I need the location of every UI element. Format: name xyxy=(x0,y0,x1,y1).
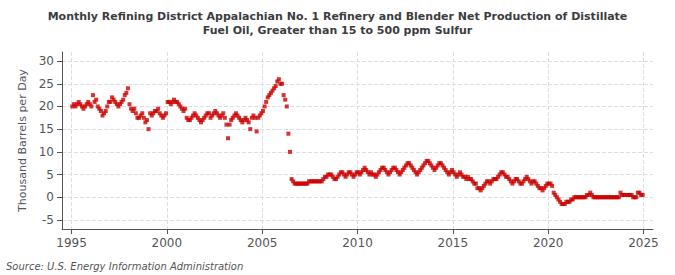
svg-text:2000: 2000 xyxy=(152,236,183,250)
svg-text:20: 20 xyxy=(39,99,54,113)
svg-text:Monthly Refining District Appa: Monthly Refining District Appalachian No… xyxy=(48,10,628,23)
svg-text:25: 25 xyxy=(39,77,54,91)
svg-text:Fuel Oil, Greater than 15 to 5: Fuel Oil, Greater than 15 to 500 ppm Sul… xyxy=(203,24,473,37)
svg-text:15: 15 xyxy=(39,122,54,136)
svg-text:Source: U.S. Energy Informatio: Source: U.S. Energy Information Administ… xyxy=(6,261,243,272)
svg-text:10: 10 xyxy=(39,145,54,159)
svg-text:2015: 2015 xyxy=(438,236,469,250)
svg-text:5: 5 xyxy=(46,168,54,182)
svg-text:2020: 2020 xyxy=(533,236,564,250)
svg-text:2025: 2025 xyxy=(628,236,659,250)
svg-text:-5: -5 xyxy=(42,213,54,227)
svg-text:1995: 1995 xyxy=(56,236,87,250)
svg-text:Thousand Barrels per Day: Thousand Barrels per Day xyxy=(16,69,29,213)
svg-text:2010: 2010 xyxy=(342,236,373,250)
svg-text:0: 0 xyxy=(46,190,54,204)
svg-text:2005: 2005 xyxy=(247,236,278,250)
svg-text:30: 30 xyxy=(39,54,54,68)
